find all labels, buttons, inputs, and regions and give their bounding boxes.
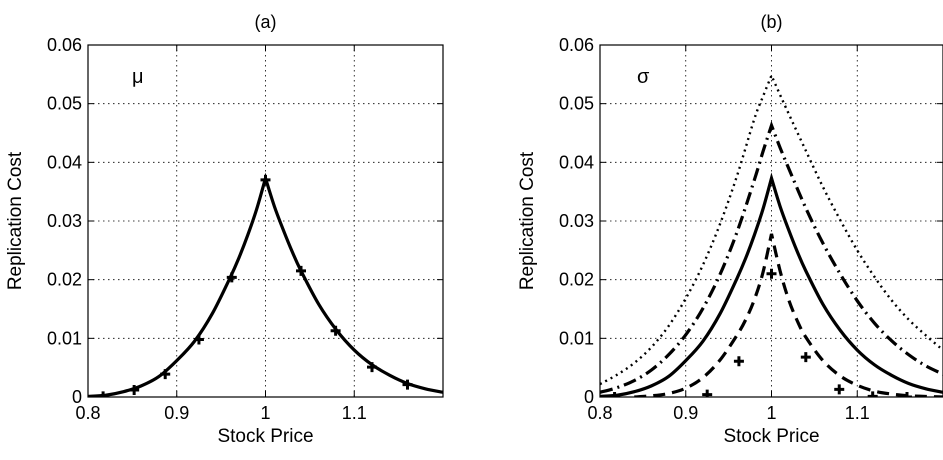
series-group <box>600 72 943 397</box>
x-tick-label: 0.8 <box>75 403 100 423</box>
panel-annotation: μ <box>132 66 144 88</box>
y-tick-label: 0.05 <box>559 94 594 114</box>
y-tick-label: 0.01 <box>47 328 82 348</box>
series-line-solid <box>600 172 943 397</box>
plus-marker <box>98 391 109 397</box>
plus-marker <box>367 362 377 373</box>
plus-marker <box>800 352 811 363</box>
panel-annotation: σ <box>637 66 650 88</box>
x-tick-label: 0.9 <box>164 403 189 423</box>
series-line-dashdot <box>600 120 943 394</box>
y-tick-label: 0.04 <box>47 152 82 172</box>
panel-title: (a) <box>255 12 277 32</box>
y-tick-label: 0 <box>72 387 82 407</box>
y-axis-label: Replication Cost <box>5 151 26 290</box>
plus-marker <box>867 391 878 397</box>
y-axis-label: Replication Cost <box>517 151 538 290</box>
y-tick-label: 0.03 <box>47 211 82 231</box>
x-tick-label: 0.9 <box>673 403 698 423</box>
series-group <box>88 172 443 397</box>
series-line-dashed <box>634 233 943 397</box>
panel-title: (b) <box>761 12 783 32</box>
plus-marker <box>260 174 271 185</box>
plus-marker <box>296 265 306 276</box>
plus-marker <box>609 392 620 397</box>
y-tick-label: 0.06 <box>559 35 594 55</box>
y-tick-label: 0.06 <box>47 35 82 55</box>
plus-marker <box>330 325 341 336</box>
panel-b: 0.8 0.9 1 1.1 0 0.01 0.02 0.03 0.04 0.05 0.06 (b) σ S… <box>517 12 943 447</box>
y-tick-label: 0.02 <box>559 270 594 290</box>
x-axis-label: Stock Price <box>217 426 313 447</box>
y-tick-label: 0.02 <box>47 270 82 290</box>
plus-marker <box>226 272 237 283</box>
y-tick-label: 0.01 <box>559 328 594 348</box>
plus-marker <box>766 268 777 279</box>
x-axis-label: Stock Price <box>723 426 819 447</box>
y-tick-label: 0.05 <box>47 94 82 114</box>
plus-marker <box>129 384 140 395</box>
plus-marker <box>160 369 171 380</box>
y-tick-label: 0.03 <box>559 211 594 231</box>
plus-marker <box>834 384 845 395</box>
panel-a: 0.8 0.9 1 1.1 0 0.01 0.02 0.03 0.04 0.05 0.06 (a) μ S… <box>5 12 444 447</box>
x-tick-label: 1.1 <box>342 403 367 423</box>
plus-marker <box>702 389 713 397</box>
plus-marker <box>733 356 744 367</box>
plus-marker <box>193 334 204 345</box>
y-tick-label: 0.04 <box>559 152 594 172</box>
x-tick-label: 0.8 <box>587 403 612 423</box>
y-tick-label: 0 <box>584 387 594 407</box>
x-tick-label: 1 <box>260 403 270 423</box>
plus-marker <box>402 379 413 390</box>
plus-marker <box>901 392 912 397</box>
x-tick-label: 1 <box>766 403 776 423</box>
x-tick-label: 1.1 <box>845 403 870 423</box>
